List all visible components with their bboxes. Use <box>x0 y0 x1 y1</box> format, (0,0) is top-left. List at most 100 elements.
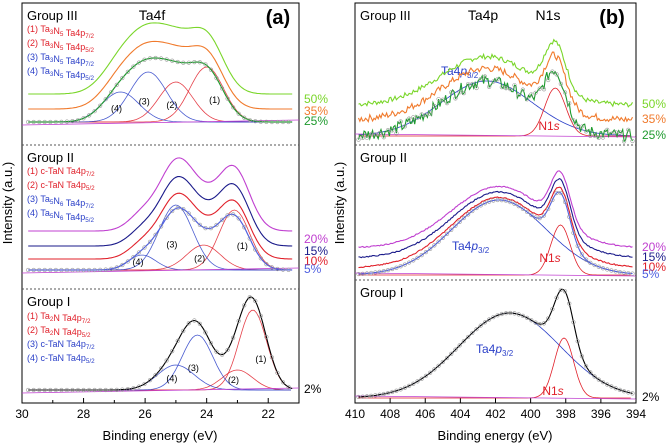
data-marker <box>381 268 386 274</box>
data-marker <box>247 236 252 241</box>
data-marker <box>491 79 496 84</box>
ta4p-component <box>358 80 631 136</box>
x-tick-label-b: 394 <box>626 407 646 421</box>
legend-item: (2) c-TaN Ta4p5/2 <box>27 180 95 192</box>
data-marker <box>208 341 214 346</box>
data-marker <box>364 135 370 140</box>
data-marker <box>533 90 538 95</box>
series-line <box>358 38 633 108</box>
data-marker <box>432 243 437 248</box>
data-marker <box>457 219 462 224</box>
data-marker <box>508 199 513 205</box>
data-marker <box>109 387 114 393</box>
component-label: (3) <box>166 239 177 249</box>
series-line <box>358 170 633 248</box>
n1s-label: N1s <box>539 251 560 265</box>
legend-item: (2) Ta3N5 Ta4p5/2 <box>27 38 95 54</box>
data-marker <box>381 135 386 140</box>
legend-item: (3) Ta3N5 Ta4p7/2 <box>27 52 95 68</box>
data-marker <box>419 376 424 381</box>
data-marker <box>373 132 378 137</box>
data-marker <box>75 387 81 393</box>
data-marker <box>86 387 92 393</box>
data-marker <box>470 208 475 214</box>
data-marker <box>609 384 614 389</box>
data-marker <box>525 209 530 215</box>
data-marker <box>579 252 585 257</box>
data-marker <box>120 75 125 81</box>
data-marker <box>529 318 534 323</box>
data-marker <box>131 386 136 391</box>
data-marker <box>203 226 208 231</box>
data-marker <box>609 268 614 273</box>
component-peak <box>37 244 291 271</box>
group-title: Group I <box>360 285 403 300</box>
series-label: 20% <box>642 240 666 254</box>
data-marker <box>81 267 86 273</box>
data-marker <box>478 203 483 208</box>
data-marker <box>242 115 247 120</box>
data-marker <box>192 318 197 323</box>
data-marker <box>364 394 370 399</box>
data-marker <box>109 89 114 95</box>
data-marker <box>231 335 236 340</box>
data-marker <box>390 128 395 133</box>
data-marker <box>360 271 365 276</box>
data-marker <box>428 246 433 251</box>
data-marker <box>491 315 496 320</box>
data-marker <box>457 90 462 95</box>
data-marker <box>609 131 614 136</box>
data-marker <box>621 139 627 144</box>
x-tick-label-b: 408 <box>380 407 400 421</box>
data-marker <box>164 358 169 363</box>
x-tick-label-b: 406 <box>415 407 435 421</box>
data-marker <box>428 370 433 375</box>
data-marker <box>474 205 479 211</box>
data-marker <box>406 260 412 265</box>
data-marker <box>487 317 492 322</box>
data-marker <box>356 394 361 400</box>
component-label: (1) <box>237 241 248 251</box>
data-marker <box>588 133 593 138</box>
component-label: (2) <box>166 100 177 110</box>
data-marker <box>554 295 559 300</box>
data-marker <box>360 135 365 141</box>
data-marker <box>192 217 197 222</box>
n1s-label: N1s <box>538 119 559 133</box>
data-marker <box>170 349 175 354</box>
data-marker <box>499 311 504 317</box>
data-marker <box>579 354 585 359</box>
data-marker <box>231 105 236 110</box>
data-marker <box>385 390 391 396</box>
component-peak <box>37 254 291 271</box>
data-marker <box>92 387 97 393</box>
data-marker <box>626 390 631 395</box>
data-marker <box>478 77 483 82</box>
data-marker <box>114 82 119 87</box>
data-marker <box>533 215 538 220</box>
panel-a-frame <box>21 2 300 404</box>
data-marker <box>75 117 81 123</box>
background-line <box>21 267 300 274</box>
x-tick-label-a: 26 <box>138 407 152 421</box>
data-marker <box>394 131 399 136</box>
data-marker <box>103 267 108 272</box>
series-line <box>28 176 293 247</box>
data-marker <box>432 367 437 372</box>
data-marker <box>617 130 622 135</box>
component-label: (3) <box>139 97 150 107</box>
data-marker <box>264 334 269 340</box>
n1s-component <box>358 337 631 399</box>
data-marker <box>520 87 525 92</box>
data-marker <box>558 190 563 196</box>
series-label: 5% <box>642 267 660 281</box>
data-marker <box>356 137 361 142</box>
data-marker <box>59 387 64 393</box>
data-marker <box>516 92 521 98</box>
series-line <box>28 192 293 260</box>
data-marker <box>423 373 429 378</box>
data-marker <box>440 97 445 102</box>
data-marker <box>630 271 635 276</box>
legend-item: (1) Ta3N5 Ta4p7/2 <box>27 24 95 40</box>
data-marker <box>225 96 230 101</box>
